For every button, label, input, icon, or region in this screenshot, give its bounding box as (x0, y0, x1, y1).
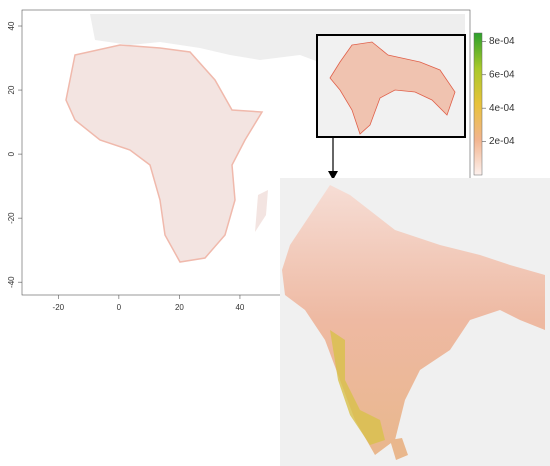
y-tick-label: 0 (7, 151, 16, 156)
plot-frame (21, 9, 471, 296)
colorbar-label: 2e-04 (489, 136, 515, 147)
africa (65, 44, 264, 263)
sri-lanka (390, 438, 408, 460)
colorbar-label: 8e-04 (489, 36, 515, 47)
x-tick-label: -20 (53, 303, 65, 312)
x-tick-label: 0 (117, 303, 122, 312)
y-tick-label: -40 (7, 276, 16, 288)
high-density-zone (330, 330, 385, 445)
colorbar (473, 32, 483, 176)
inset-region (329, 41, 456, 135)
y-tick-label: -20 (7, 212, 16, 224)
colorbar-label: 6e-04 (489, 69, 515, 80)
colorbar-label: 4e-04 (489, 103, 515, 114)
x-tick-label: 40 (235, 303, 244, 312)
madagascar (255, 190, 268, 232)
arrow-head (328, 171, 338, 180)
x-tick-label: 20 (175, 303, 184, 312)
y-tick-label: 40 (7, 21, 16, 30)
y-tick-label: 20 (7, 85, 16, 94)
